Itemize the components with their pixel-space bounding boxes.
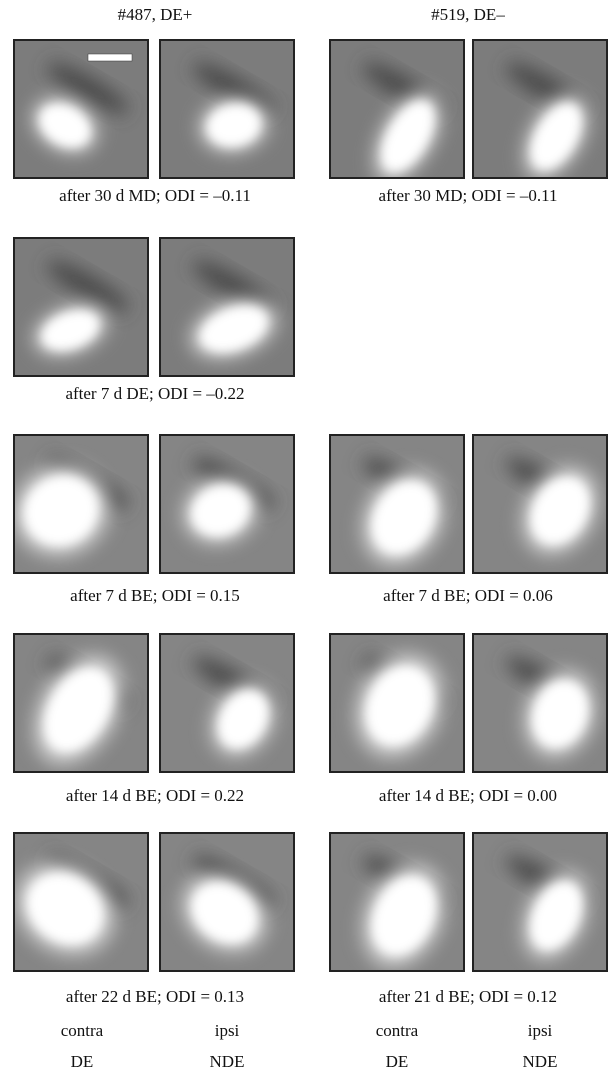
image-content [160, 634, 294, 772]
image-panel [330, 435, 464, 580]
header: #487, DE+ [118, 5, 193, 24]
image-content [473, 833, 607, 971]
eye-label: NDE [210, 1052, 245, 1071]
caption: after 7 d BE; ODI = 0.06 [383, 586, 553, 605]
image-content [160, 833, 294, 971]
image-content [473, 634, 608, 772]
caption: after 22 d BE; ODI = 0.13 [66, 987, 244, 1006]
image-panel [14, 634, 148, 780]
eye-label: NDE [523, 1052, 558, 1071]
scale-bar [88, 54, 132, 61]
image-content [14, 634, 148, 780]
column-label: ipsi [215, 1021, 240, 1040]
image-panel [160, 833, 294, 971]
column-label: ipsi [528, 1021, 553, 1040]
caption: after 14 d BE; ODI = 0.00 [379, 786, 557, 805]
image-panel [0, 435, 148, 573]
image-panel [0, 833, 148, 974]
image-content [160, 40, 294, 178]
image-panel [473, 40, 607, 190]
caption: after 30 MD; ODI = –0.11 [379, 186, 558, 205]
image-panel [473, 435, 611, 573]
caption: after 7 d DE; ODI = –0.22 [65, 384, 244, 403]
image-content [160, 435, 294, 573]
image-panel [160, 40, 294, 178]
column-label: contra [61, 1021, 104, 1040]
eye-label: DE [71, 1052, 94, 1071]
page: #487, DE+ #519, DE– after 30 d MD; ODI =… [0, 0, 611, 1075]
image-panel [160, 435, 294, 573]
caption: after 14 d BE; ODI = 0.22 [66, 786, 244, 805]
image-content [330, 833, 464, 981]
image-panel [330, 833, 464, 981]
image-content [0, 833, 148, 974]
image-panel [330, 40, 464, 193]
image-content [330, 634, 464, 772]
image-content [160, 238, 294, 376]
image-content [330, 40, 464, 193]
eye-label: DE [386, 1052, 409, 1071]
caption: after 21 d BE; ODI = 0.12 [379, 987, 557, 1006]
figure: #487, DE+ #519, DE– after 30 d MD; ODI =… [0, 0, 611, 1075]
image-panel [14, 238, 148, 376]
caption: after 7 d BE; ODI = 0.15 [70, 586, 240, 605]
image-content [473, 40, 607, 190]
image-panel [330, 634, 464, 772]
image-panel [160, 634, 294, 772]
image-content [0, 435, 148, 573]
image-content [14, 238, 148, 376]
image-panel [160, 238, 294, 376]
image-panel [473, 833, 607, 971]
column-label: contra [376, 1021, 419, 1040]
image-panel [473, 634, 608, 772]
image-content [330, 435, 464, 580]
header: #519, DE– [431, 5, 505, 24]
image-content [473, 435, 611, 573]
caption: after 30 d MD; ODI = –0.11 [59, 186, 251, 205]
